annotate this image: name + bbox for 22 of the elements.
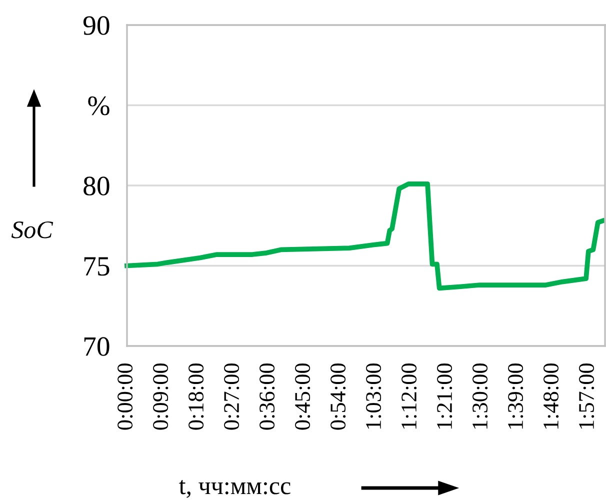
y-tick-label: % [88,96,110,116]
x-tick-label: 1:30:00 [472,364,488,429]
y-tick-label: 70 [84,337,110,356]
x-tick-label: 1:48:00 [544,364,559,429]
y-tick-label: 80 [84,176,110,196]
x-tick-label: 0:54:00 [330,364,346,430]
x-tick-label: 0:18:00 [188,364,204,430]
y-tick-label: 75 [84,257,110,276]
x-tick-label: 0:27:00 [224,364,240,430]
line-series [124,181,606,291]
x-tick-label: 1:21:00 [437,364,452,429]
x-axis-title: t, чч:мм:сс [179,480,290,498]
x-tick-label: 0:45:00 [295,364,310,430]
y-axis-title: SoC [11,221,54,238]
x-tick-label: 0:09:00 [153,364,168,430]
y-tick-label: 90 [83,16,110,35]
x-tick-label: 1:39:00 [508,364,524,429]
x-tick-label: 0:36:00 [260,364,275,430]
x-tick-label: 1:57:00 [579,364,594,429]
x-tick-label: 1:03:00 [366,364,382,429]
x-tick-label: 0:00:00 [118,364,133,430]
x-tick-label: 1:12:00 [402,364,417,429]
